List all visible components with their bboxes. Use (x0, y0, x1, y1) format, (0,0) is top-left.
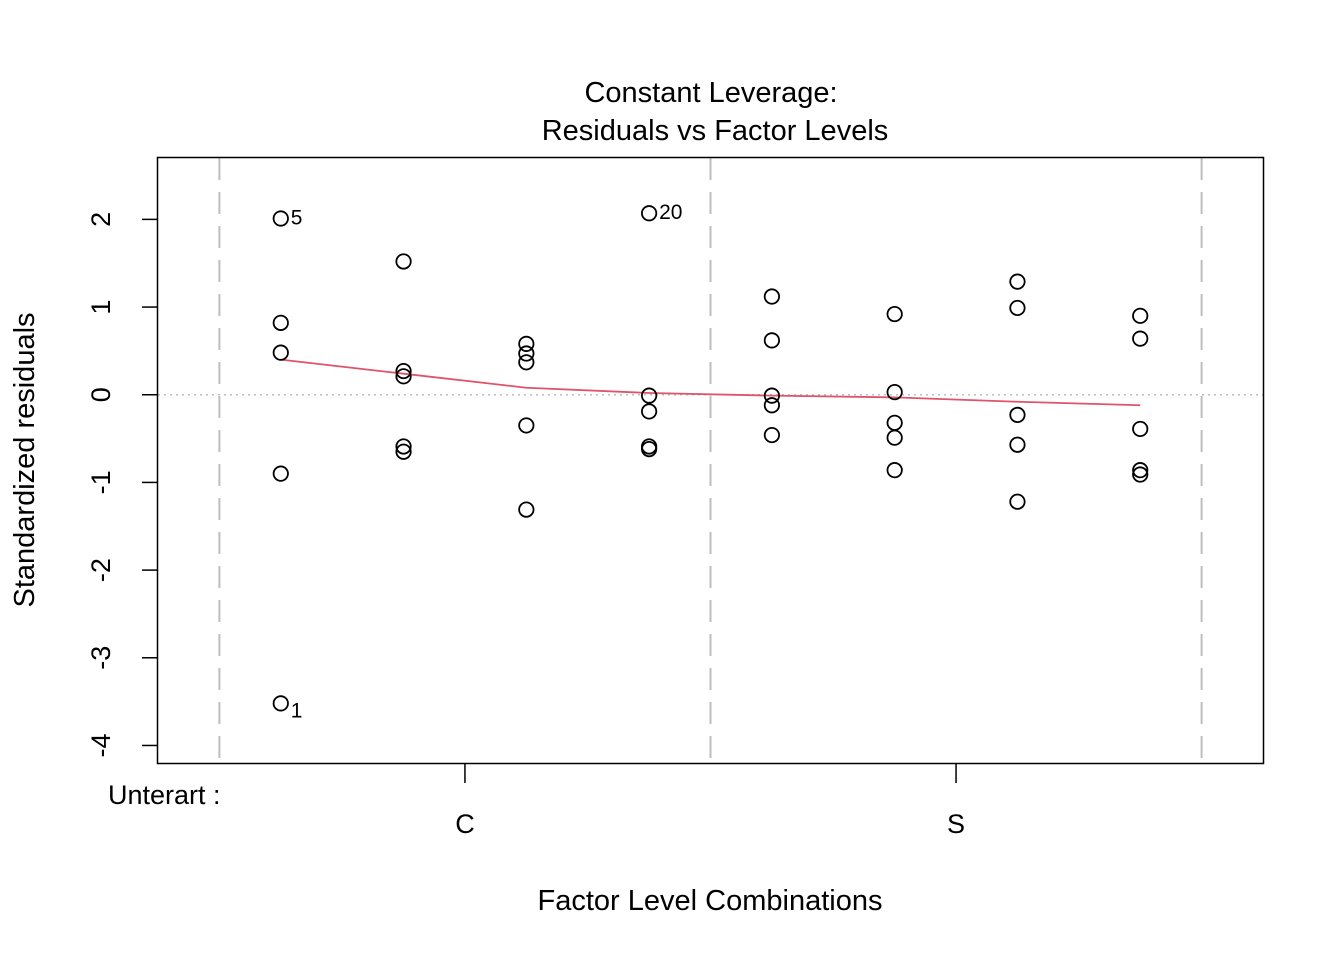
factor-name-label: Unterart : (108, 780, 221, 810)
data-point (641, 403, 658, 420)
data-point (641, 441, 658, 458)
plot-area: 5 1 20 (158, 158, 1263, 763)
data-point (641, 205, 658, 222)
data-point (763, 288, 780, 305)
data-point (1132, 466, 1149, 483)
data-point (518, 335, 535, 352)
data-point (1009, 493, 1026, 510)
plot-frame (156, 156, 1265, 765)
data-point (1132, 462, 1149, 479)
smooth-line (280, 358, 1141, 407)
data-point (395, 368, 412, 385)
x-axis-label: Factor Level Combinations (538, 885, 883, 917)
data-point (1132, 307, 1149, 324)
data-point (641, 387, 658, 404)
data-point (886, 305, 903, 323)
data-point (272, 695, 289, 712)
y-tick-label-6: 2 (86, 212, 116, 227)
data-point (886, 462, 903, 479)
data-point (1009, 273, 1026, 290)
data-point (886, 384, 903, 401)
point-label-1: 1 (291, 699, 303, 722)
data-point (886, 414, 903, 431)
data-point (1009, 406, 1026, 424)
data-point (1009, 299, 1026, 317)
data-point (1132, 420, 1149, 438)
data-point (272, 314, 289, 331)
data-point (518, 417, 535, 434)
data-point (886, 429, 903, 446)
point-label-5: 5 (291, 207, 303, 230)
data-point (395, 443, 412, 460)
factor-level-label-1: S (947, 809, 965, 839)
y-tick-label-4: 0 (86, 387, 116, 402)
data-point (763, 397, 780, 414)
data-point (1009, 436, 1026, 453)
factor-level-label-0: C (455, 809, 475, 839)
data-point (395, 438, 412, 455)
y-tick-label-3: -1 (86, 470, 116, 494)
point-label-20: 20 (659, 201, 682, 224)
data-point (763, 387, 780, 404)
y-tick-label-1: -3 (86, 646, 116, 670)
chart-title: Constant Leverage: (584, 77, 837, 109)
data-point (763, 332, 780, 349)
y-tick-label-0: -4 (86, 733, 116, 757)
data-point (272, 210, 289, 227)
data-point (518, 354, 535, 371)
y-tick-label-5: 1 (86, 300, 116, 315)
chart-subtitle: Residuals vs Factor Levels (542, 115, 889, 147)
y-axis-label: Standardized residuals (9, 312, 41, 607)
data-point (518, 501, 535, 518)
data-point (395, 253, 412, 270)
data-point (395, 362, 412, 380)
data-point (272, 465, 289, 482)
data-point (518, 345, 535, 362)
y-tick-label-2: -2 (86, 558, 116, 582)
data-point (1132, 330, 1149, 347)
data-point (272, 344, 289, 361)
data-point (763, 426, 780, 444)
